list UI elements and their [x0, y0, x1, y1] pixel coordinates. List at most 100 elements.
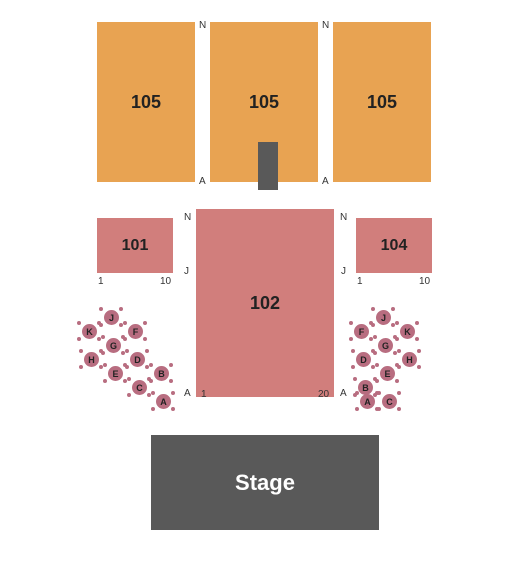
table-seat[interactable]: H	[84, 352, 99, 367]
seating-chart: 105 105 105 N N A A 101 1 10 102 1 20 10…	[0, 0, 525, 575]
table-seat[interactable]: B	[154, 366, 169, 381]
section-label: 102	[250, 293, 280, 314]
chair-icon	[151, 391, 155, 395]
table-seat[interactable]: J	[104, 310, 119, 325]
chair-icon	[101, 351, 105, 355]
table-seat[interactable]: F	[128, 324, 143, 339]
chair-icon	[149, 379, 153, 383]
chair-icon	[415, 321, 419, 325]
seat-number: 10	[419, 276, 430, 287]
chair-icon	[395, 321, 399, 325]
table-letter: K	[86, 327, 93, 337]
chair-icon	[351, 349, 355, 353]
seat-number: 20	[318, 389, 329, 400]
chair-icon	[355, 407, 359, 411]
section-104[interactable]: 104	[356, 218, 432, 273]
chair-icon	[103, 379, 107, 383]
row-label: N	[199, 20, 206, 31]
sound-booth	[258, 142, 278, 190]
chair-icon	[349, 337, 353, 341]
chair-icon	[375, 363, 379, 367]
chair-icon	[169, 379, 173, 383]
chair-icon	[127, 377, 131, 381]
table-seat[interactable]: F	[354, 324, 369, 339]
row-label: N	[184, 212, 191, 223]
table-letter: C	[136, 383, 143, 393]
chair-icon	[397, 349, 401, 353]
table-letter: B	[158, 369, 165, 379]
section-101[interactable]: 101	[97, 218, 173, 273]
row-label: A	[340, 388, 347, 399]
chair-icon	[125, 365, 129, 369]
chair-icon	[143, 321, 147, 325]
chair-icon	[351, 365, 355, 369]
table-seat[interactable]: J	[376, 310, 391, 325]
table-seat[interactable]: E	[108, 366, 123, 381]
section-105-left[interactable]: 105	[97, 22, 195, 182]
chair-icon	[417, 349, 421, 353]
table-seat[interactable]: G	[378, 338, 393, 353]
chair-icon	[397, 407, 401, 411]
table-letter: K	[404, 327, 411, 337]
chair-icon	[397, 391, 401, 395]
table-seat[interactable]: A	[156, 394, 171, 409]
chair-icon	[397, 365, 401, 369]
row-label: A	[184, 388, 191, 399]
table-seat[interactable]: B	[358, 380, 373, 395]
table-seat[interactable]: K	[400, 324, 415, 339]
chair-icon	[127, 393, 131, 397]
table-seat[interactable]: G	[106, 338, 121, 353]
table-letter: G	[382, 341, 389, 351]
chair-icon	[77, 321, 81, 325]
table-letter: J	[109, 313, 114, 323]
table-letter: H	[88, 355, 95, 365]
table-letter: A	[364, 397, 371, 407]
chair-icon	[377, 391, 381, 395]
table-letter: J	[381, 313, 386, 323]
table-letter: F	[133, 327, 139, 337]
row-label: N	[322, 20, 329, 31]
chair-icon	[371, 323, 375, 327]
chair-icon	[395, 379, 399, 383]
table-letter: E	[384, 369, 390, 379]
section-label: 101	[122, 237, 149, 255]
row-label: A	[322, 176, 329, 187]
chair-icon	[79, 349, 83, 353]
chair-icon	[99, 307, 103, 311]
chair-icon	[77, 337, 81, 341]
chair-icon	[349, 321, 353, 325]
section-label: 104	[381, 237, 408, 255]
table-seat[interactable]: D	[130, 352, 145, 367]
table-seat[interactable]: C	[382, 394, 397, 409]
section-105-right[interactable]: 105	[333, 22, 431, 182]
table-seat[interactable]: H	[402, 352, 417, 367]
section-label: 105	[249, 92, 279, 113]
chair-icon	[377, 407, 381, 411]
row-label: A	[199, 176, 206, 187]
chair-icon	[99, 323, 103, 327]
table-letter: C	[386, 397, 393, 407]
chair-icon	[103, 363, 107, 367]
table-letter: A	[160, 397, 167, 407]
row-label: J	[184, 266, 189, 277]
table-letter: G	[110, 341, 117, 351]
chair-icon	[171, 407, 175, 411]
chair-icon	[391, 307, 395, 311]
table-seat[interactable]: C	[132, 380, 147, 395]
table-seat[interactable]: A	[360, 394, 375, 409]
chair-icon	[373, 351, 377, 355]
table-seat[interactable]: K	[82, 324, 97, 339]
chair-icon	[375, 379, 379, 383]
section-102[interactable]: 102	[196, 209, 334, 397]
chair-icon	[353, 377, 357, 381]
seat-number: 1	[98, 276, 104, 287]
chair-icon	[151, 407, 155, 411]
section-label: 105	[367, 92, 397, 113]
table-seat[interactable]: E	[380, 366, 395, 381]
section-label: 105	[131, 92, 161, 113]
table-seat[interactable]: D	[356, 352, 371, 367]
stage: Stage	[151, 435, 379, 530]
chair-icon	[373, 335, 377, 339]
chair-icon	[143, 337, 147, 341]
chair-icon	[145, 349, 149, 353]
